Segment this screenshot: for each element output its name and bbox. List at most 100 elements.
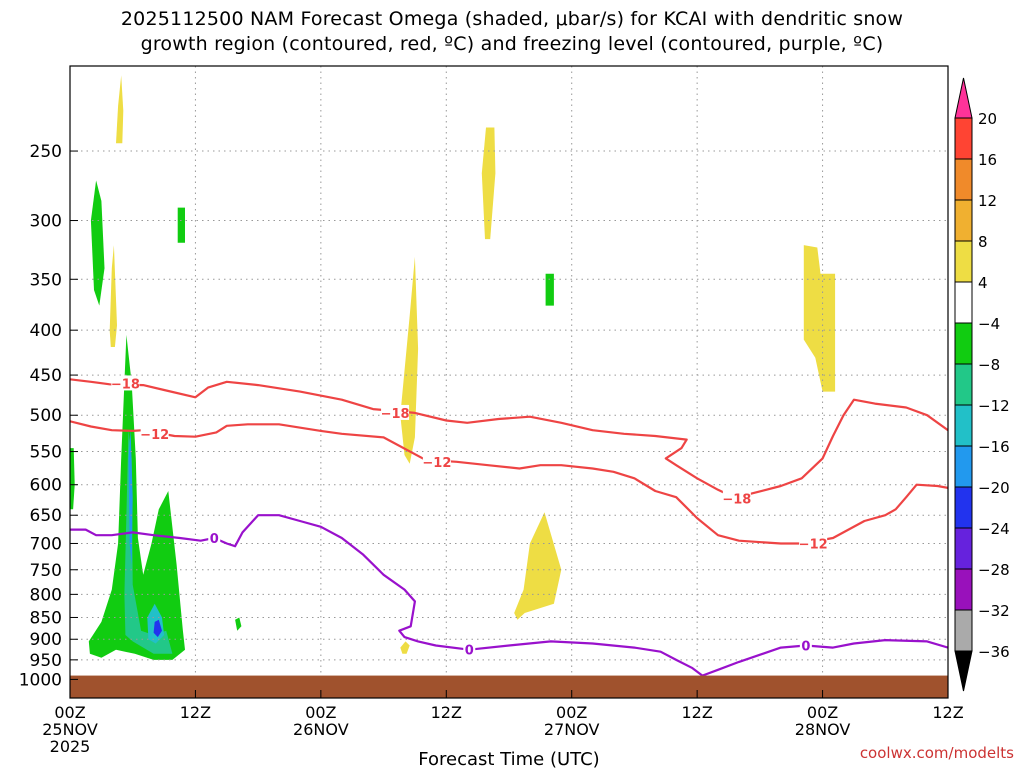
y-tick-label: 300: [30, 212, 62, 232]
omega-region-sink-345: [545, 273, 554, 306]
x-tick-label: 00Z: [305, 703, 336, 722]
y-tick-label: 550: [30, 443, 62, 463]
omega-region-rise-small: [235, 617, 242, 631]
colorbar-label: 8: [978, 233, 988, 251]
omega-region-rise-250: [116, 75, 124, 144]
colorbar-label: 12: [978, 192, 997, 210]
terrain-surface: [70, 675, 948, 698]
y-tick-label: 1000: [19, 670, 62, 690]
y-tick-label: 750: [30, 561, 62, 581]
contour-label-bg: [422, 453, 451, 469]
x-tick-label: 12Z: [431, 703, 462, 722]
y-tick-label: 700: [30, 534, 62, 554]
colorbar-label: −36: [978, 643, 1010, 661]
y-tick-label: 600: [30, 476, 62, 496]
plot-frame: [69, 65, 949, 699]
colorbar-label: −32: [978, 602, 1010, 620]
chart-title-line1: 2025112500 NAM Forecast Omega (shaded, μ…: [120, 8, 904, 30]
omega-region-rise-left: [70, 448, 75, 510]
contour-label-bg: [722, 490, 751, 506]
omega-region-sink-355: [400, 256, 419, 464]
contour-dgz-minus12: [70, 420, 948, 545]
omega-region-rise-280: [90, 180, 105, 306]
colorbar: 20 16 12 8 4 −4 −8 −12 −16 −20 −24 −28 −32 −36: [954, 77, 1010, 692]
x-tick-label: 12Z: [932, 703, 963, 722]
colorbar-band: [954, 363, 973, 406]
colorbar-cap-top: [954, 77, 973, 119]
colorbar-label: −4: [978, 315, 1000, 333]
contour-label-bg: [381, 404, 410, 420]
omega-region-sink-750: [514, 512, 562, 620]
x-tick-label: 12Z: [681, 703, 712, 722]
colorbar-label: −16: [978, 438, 1010, 456]
colorbar-band: [954, 527, 973, 570]
y-tick-label: 500: [30, 406, 62, 426]
omega-region-rise-320: [109, 245, 117, 347]
colorbar-band: [954, 404, 973, 447]
contour-label: −18: [722, 492, 751, 507]
x-tick-label: 26NOV: [293, 720, 349, 739]
y-tick-label: 800: [30, 585, 62, 605]
colorbar-label: −24: [978, 520, 1010, 538]
colorbar-band: [954, 486, 973, 529]
contour-label-bg: [140, 425, 169, 441]
credit-link[interactable]: coolwx.com/modelts: [859, 744, 1014, 762]
omega-region-sink-925: [400, 641, 410, 654]
contour-label-bg: [799, 535, 828, 551]
y-tick-label: 450: [30, 366, 62, 386]
x-tick-label: 00Z: [807, 703, 838, 722]
contour-label-bg: [111, 375, 140, 391]
colorbar-label: −8: [978, 356, 1000, 374]
y-tick-label: 850: [30, 608, 62, 628]
x-tick-label: 00Z: [556, 703, 587, 722]
omega-region-sink-400: [803, 245, 836, 392]
colorbar-cap-bottom: [954, 650, 973, 692]
colorbar-band: [954, 158, 973, 201]
contour-label: 0: [465, 644, 474, 659]
contour-label: −12: [140, 428, 169, 443]
colorbar-label: 16: [978, 151, 997, 169]
y-tick-label: 900: [30, 630, 62, 650]
x-tick-label: 2025: [50, 737, 91, 756]
x-tick-label: 12Z: [180, 703, 211, 722]
colorbar-label: 4: [978, 274, 988, 292]
y-tick-label: 950: [30, 651, 62, 671]
omega-region-sink-255: [481, 127, 496, 240]
contour-label-bg: [799, 637, 812, 653]
colorbar-band: [954, 281, 973, 324]
x-tick-label: 25NOV: [42, 720, 98, 739]
contour-label: 0: [801, 640, 810, 655]
colorbar-label: −12: [978, 397, 1010, 415]
contour-label-bg: [463, 641, 476, 657]
colorbar-label: −28: [978, 561, 1010, 579]
colorbar-band: [954, 322, 973, 365]
y-tick-label: 250: [30, 142, 62, 162]
y-tick-label: 650: [30, 506, 62, 526]
omega-region-rise-300s: [177, 207, 185, 243]
contour-label: 0: [210, 532, 219, 547]
x-tick-label: 00Z: [54, 703, 85, 722]
colorbar-band: [954, 199, 973, 242]
colorbar-label: −20: [978, 479, 1010, 497]
omega-region-rise-lowE: [153, 619, 162, 638]
omega-region-rise-lowD: [128, 430, 133, 565]
contour-label: −12: [422, 456, 451, 471]
colorbar-band: [954, 240, 973, 283]
colorbar-band: [954, 445, 973, 488]
contour-label: −18: [381, 407, 410, 422]
contour-dgz-minus18: [70, 378, 948, 499]
colorbar-band: [954, 568, 973, 611]
contour-label: −18: [111, 377, 140, 392]
colorbar-label: 20: [978, 110, 997, 128]
x-tick-label: 27NOV: [544, 720, 600, 739]
colorbar-band: [954, 117, 973, 160]
contour-freezing-level-0C: [70, 514, 948, 677]
terrain-band: [70, 675, 948, 698]
contour-label: −12: [799, 537, 828, 552]
contour-label-bg: [208, 529, 221, 545]
omega-region-rise-lowA: [88, 334, 185, 660]
x-axis-label: Forecast Time (UTC): [418, 749, 599, 768]
colorbar-band: [954, 609, 973, 652]
y-tick-label: 400: [30, 321, 62, 341]
